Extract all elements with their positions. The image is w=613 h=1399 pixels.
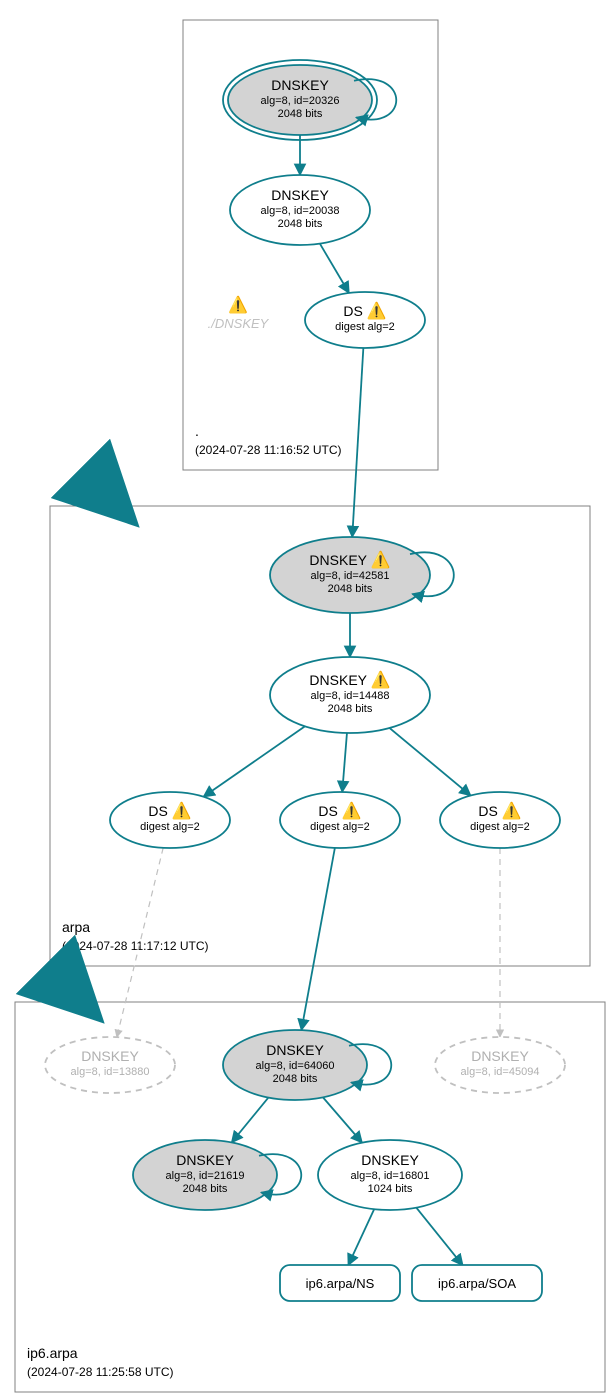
node-title: DNSKEY xyxy=(266,1042,324,1058)
edge xyxy=(320,244,349,293)
node-sub2: 2048 bits xyxy=(278,218,323,230)
rr-label: ip6.arpa/SOA xyxy=(438,1276,516,1291)
ghost-link-label: ./DNSKEY xyxy=(208,316,270,331)
node-sub2: 2048 bits xyxy=(278,108,323,120)
node-sub1: alg=8, id=21619 xyxy=(166,1170,245,1182)
node-sub1: alg=8, id=14488 xyxy=(311,690,390,702)
node-title: DNSKEY xyxy=(271,187,329,203)
zone-timestamp-ip6arpa: (2024-07-28 11:25:58 UTC) xyxy=(27,1365,174,1379)
node-title: DS ⚠️ xyxy=(148,801,191,820)
node-sub1: alg=8, id=16801 xyxy=(351,1170,430,1182)
node-root_ds: DS ⚠️ xyxy=(305,292,425,348)
zone-label-ip6arpa: ip6.arpa xyxy=(27,1345,78,1361)
node-sub1: digest alg=2 xyxy=(470,821,530,833)
edge xyxy=(232,1098,269,1143)
zone-entry-arrow xyxy=(96,484,110,498)
node-sub2: 2048 bits xyxy=(328,583,373,595)
node-title: DNSKEY xyxy=(271,77,329,93)
node-arpa_ds2: DS ⚠️ xyxy=(280,792,400,848)
zone-entry-arrow xyxy=(61,980,75,994)
node-ip6_ghost2 xyxy=(435,1037,565,1093)
zone-timestamp-arpa: (2024-07-28 11:17:12 UTC) xyxy=(62,939,209,953)
node-sub1: digest alg=2 xyxy=(140,821,200,833)
node-ip6_ghost1 xyxy=(45,1037,175,1093)
edge xyxy=(323,1097,362,1142)
node-sub1: alg=8, id=20038 xyxy=(261,205,340,217)
rr-label: ip6.arpa/NS xyxy=(306,1276,375,1291)
node-title: DS ⚠️ xyxy=(478,801,521,820)
edge xyxy=(352,348,363,537)
node-title: DNSKEY xyxy=(471,1048,529,1064)
node-sub2: 1024 bits xyxy=(368,1183,413,1195)
zone-timestamp-root: (2024-07-28 11:16:52 UTC) xyxy=(195,443,342,457)
node-sub1: digest alg=2 xyxy=(335,321,395,333)
edge xyxy=(301,848,334,1030)
edge xyxy=(390,728,471,796)
node-sub1: alg=8, id=42581 xyxy=(311,570,390,582)
node-arpa_ds3: DS ⚠️ xyxy=(440,792,560,848)
node-sub2: 2048 bits xyxy=(328,703,373,715)
node-title: DNSKEY ⚠️ xyxy=(309,550,390,569)
zone-label-arpa: arpa xyxy=(62,919,90,935)
node-title: DS ⚠️ xyxy=(343,301,386,320)
edge xyxy=(416,1208,463,1266)
node-title: DS ⚠️ xyxy=(318,801,361,820)
node-sub1: alg=8, id=13880 xyxy=(71,1066,150,1078)
node-title: DNSKEY ⚠️ xyxy=(309,670,390,689)
node-sub2: 2048 bits xyxy=(183,1183,228,1195)
edge xyxy=(203,726,304,796)
node-title: DNSKEY xyxy=(361,1152,419,1168)
edge xyxy=(348,1209,374,1265)
node-arpa_ds1: DS ⚠️ xyxy=(110,792,230,848)
node-sub1: alg=8, id=20326 xyxy=(261,95,340,107)
node-title: DNSKEY xyxy=(176,1152,234,1168)
node-sub1: alg=8, id=45094 xyxy=(461,1066,540,1078)
node-sub1: alg=8, id=64060 xyxy=(256,1060,335,1072)
warning-icon: ⚠️ xyxy=(228,295,248,314)
edge xyxy=(342,733,347,792)
zone-label-root: . xyxy=(195,423,199,439)
node-sub2: 2048 bits xyxy=(273,1073,318,1085)
node-sub1: digest alg=2 xyxy=(310,821,370,833)
node-title: DNSKEY xyxy=(81,1048,139,1064)
